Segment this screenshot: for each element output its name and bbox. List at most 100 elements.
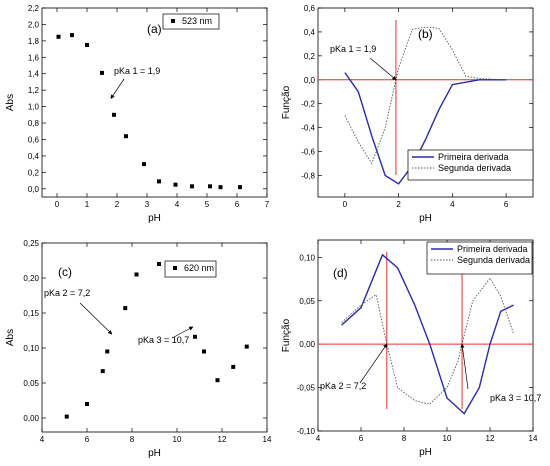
annotation-label: pKa 1 = 1,9: [330, 44, 376, 54]
y-tick-label: 0,20: [23, 274, 39, 283]
y-tick-label: 0,00: [23, 414, 39, 423]
annotation-label: pKa 2 = 7,2: [320, 381, 366, 391]
y-tick-label: 0,05: [23, 379, 39, 388]
annotation-label: pKa 1 = 1,9: [114, 66, 160, 76]
x-tick-label: 3: [145, 200, 150, 209]
series-line-2: [341, 277, 515, 405]
x-axis-label: pH: [419, 447, 432, 458]
legend-label: 523 nm: [182, 16, 212, 26]
legend-label: Segunda derivada: [457, 255, 530, 265]
legend-box: [162, 13, 220, 30]
y-axis-label: Abs: [5, 94, 16, 111]
x-axis-label: pH: [419, 213, 432, 224]
x-tick-label: 6: [235, 200, 240, 209]
data-point: [157, 262, 161, 266]
y-tick-label: 0,0: [304, 76, 316, 85]
y-axis-label: Função: [281, 318, 292, 352]
x-tick-label: 10: [173, 435, 182, 444]
x-axis-label: pH: [148, 448, 161, 459]
x-tick-label: 8: [402, 434, 407, 443]
panel-3: 4 6 8 10 12 14 0,00 0,05 0,10 0,15 0,20 0,25 pH Abs (c…: [5, 239, 272, 459]
data-point: [193, 334, 197, 339]
y-tick-label: 0,4: [304, 28, 316, 37]
data-point: [173, 182, 178, 187]
x-tick-label: 6: [359, 434, 364, 443]
y-tick-label: 0,4: [28, 152, 40, 161]
annotation-label: pKa 3 = 10,7: [138, 335, 189, 345]
x-tick-label: 0: [343, 200, 348, 209]
y-tick-label: 0,05: [299, 297, 315, 306]
legend-box: [426, 241, 533, 275]
panel-letter: (a): [147, 22, 162, 36]
data-point: [238, 185, 242, 190]
annotation-arrow: [369, 57, 397, 81]
x-tick-label: 6: [85, 435, 90, 444]
y-tick-label: 1,6: [28, 53, 40, 62]
x-tick-label: 5: [205, 200, 210, 209]
y-axis-label: Abs: [5, 329, 16, 346]
x-tick-label: 14: [263, 435, 272, 444]
data-point: [64, 414, 69, 419]
x-axis-label: pH: [148, 213, 161, 224]
x-tick-label: 2: [396, 200, 401, 209]
annotation-label: pKa 3 = 10,7: [490, 393, 541, 403]
panel-4: 4 6 8 10 12 14 -0,10 -0,05 0,00 0,05 0,10 pH Função (…: [281, 239, 541, 458]
y-tick-label: -0,6: [301, 148, 315, 157]
legend-label: Primeira derivada: [438, 152, 509, 162]
y-tick-label: 0,10: [299, 253, 315, 262]
data-point: [56, 34, 61, 39]
y-tick-label: 0,00: [299, 340, 315, 349]
x-tick-label: 4: [40, 435, 45, 444]
x-tick-label: 8: [130, 435, 135, 444]
data-point: [85, 42, 89, 47]
x-tick-label: 12: [218, 435, 227, 444]
legend-marker: [173, 266, 177, 270]
data-point: [112, 112, 116, 117]
annotation-arrow: [171, 326, 194, 339]
legend-label: Primeira derivada: [457, 244, 528, 254]
x-tick-label: 14: [529, 434, 538, 443]
panel-1: 0 1 2 3 4 5 6 7 0,0 0,2 0,4 0,6 0,8 1,0 1,2 1,4 1,6 1,8 2,…: [5, 4, 270, 224]
y-tick-label: -0,10: [297, 427, 316, 436]
plot-frame: [317, 239, 534, 432]
plot-frame: [41, 242, 268, 433]
series-line-1: [341, 253, 514, 415]
data-point: [100, 70, 104, 75]
x-tick-label: 2: [115, 200, 120, 209]
y-tick-label: 0,15: [23, 309, 39, 318]
y-tick-label: 0,8: [28, 119, 40, 128]
data-point: [231, 364, 236, 369]
x-tick-label: 4: [175, 200, 180, 209]
data-point: [215, 378, 220, 383]
data-point: [134, 272, 139, 277]
x-tick-label: 1: [85, 200, 90, 209]
y-tick-label: 0,0: [28, 185, 40, 194]
panel-letter: (d): [333, 266, 348, 280]
data-point: [124, 134, 128, 139]
data-point: [100, 369, 105, 374]
data-point: [202, 349, 206, 354]
panel-2: 0 2 4 6 -0,8 -0,6 -0,4 -0,2 0,0 0,2 0,4 0,6 pH Função…: [281, 4, 534, 224]
y-tick-label: 2,2: [28, 4, 40, 13]
y-tick-label: 0,25: [23, 239, 39, 248]
y-tick-label: -0,05: [297, 384, 316, 393]
x-tick-label: 6: [504, 200, 509, 209]
panel-letter: (b): [418, 27, 433, 41]
series-line-2: [344, 26, 507, 165]
y-tick-label: 1,8: [28, 37, 40, 46]
data-point: [218, 185, 223, 190]
legend-marker: [171, 19, 175, 23]
legend-label: Segunda derivada: [438, 163, 511, 173]
plot-frame: [41, 7, 268, 198]
annotation-arrow: [460, 343, 469, 390]
y-tick-label: 1,4: [28, 70, 40, 79]
y-tick-label: -0,2: [301, 100, 315, 109]
y-tick-label: -0,4: [301, 124, 315, 133]
data-point: [123, 306, 128, 311]
data-point: [70, 33, 74, 38]
y-tick-label: 2,0: [28, 20, 40, 29]
data-point: [105, 349, 110, 354]
y-tick-label: 0,6: [304, 4, 316, 13]
x-tick-label: 12: [486, 434, 495, 443]
